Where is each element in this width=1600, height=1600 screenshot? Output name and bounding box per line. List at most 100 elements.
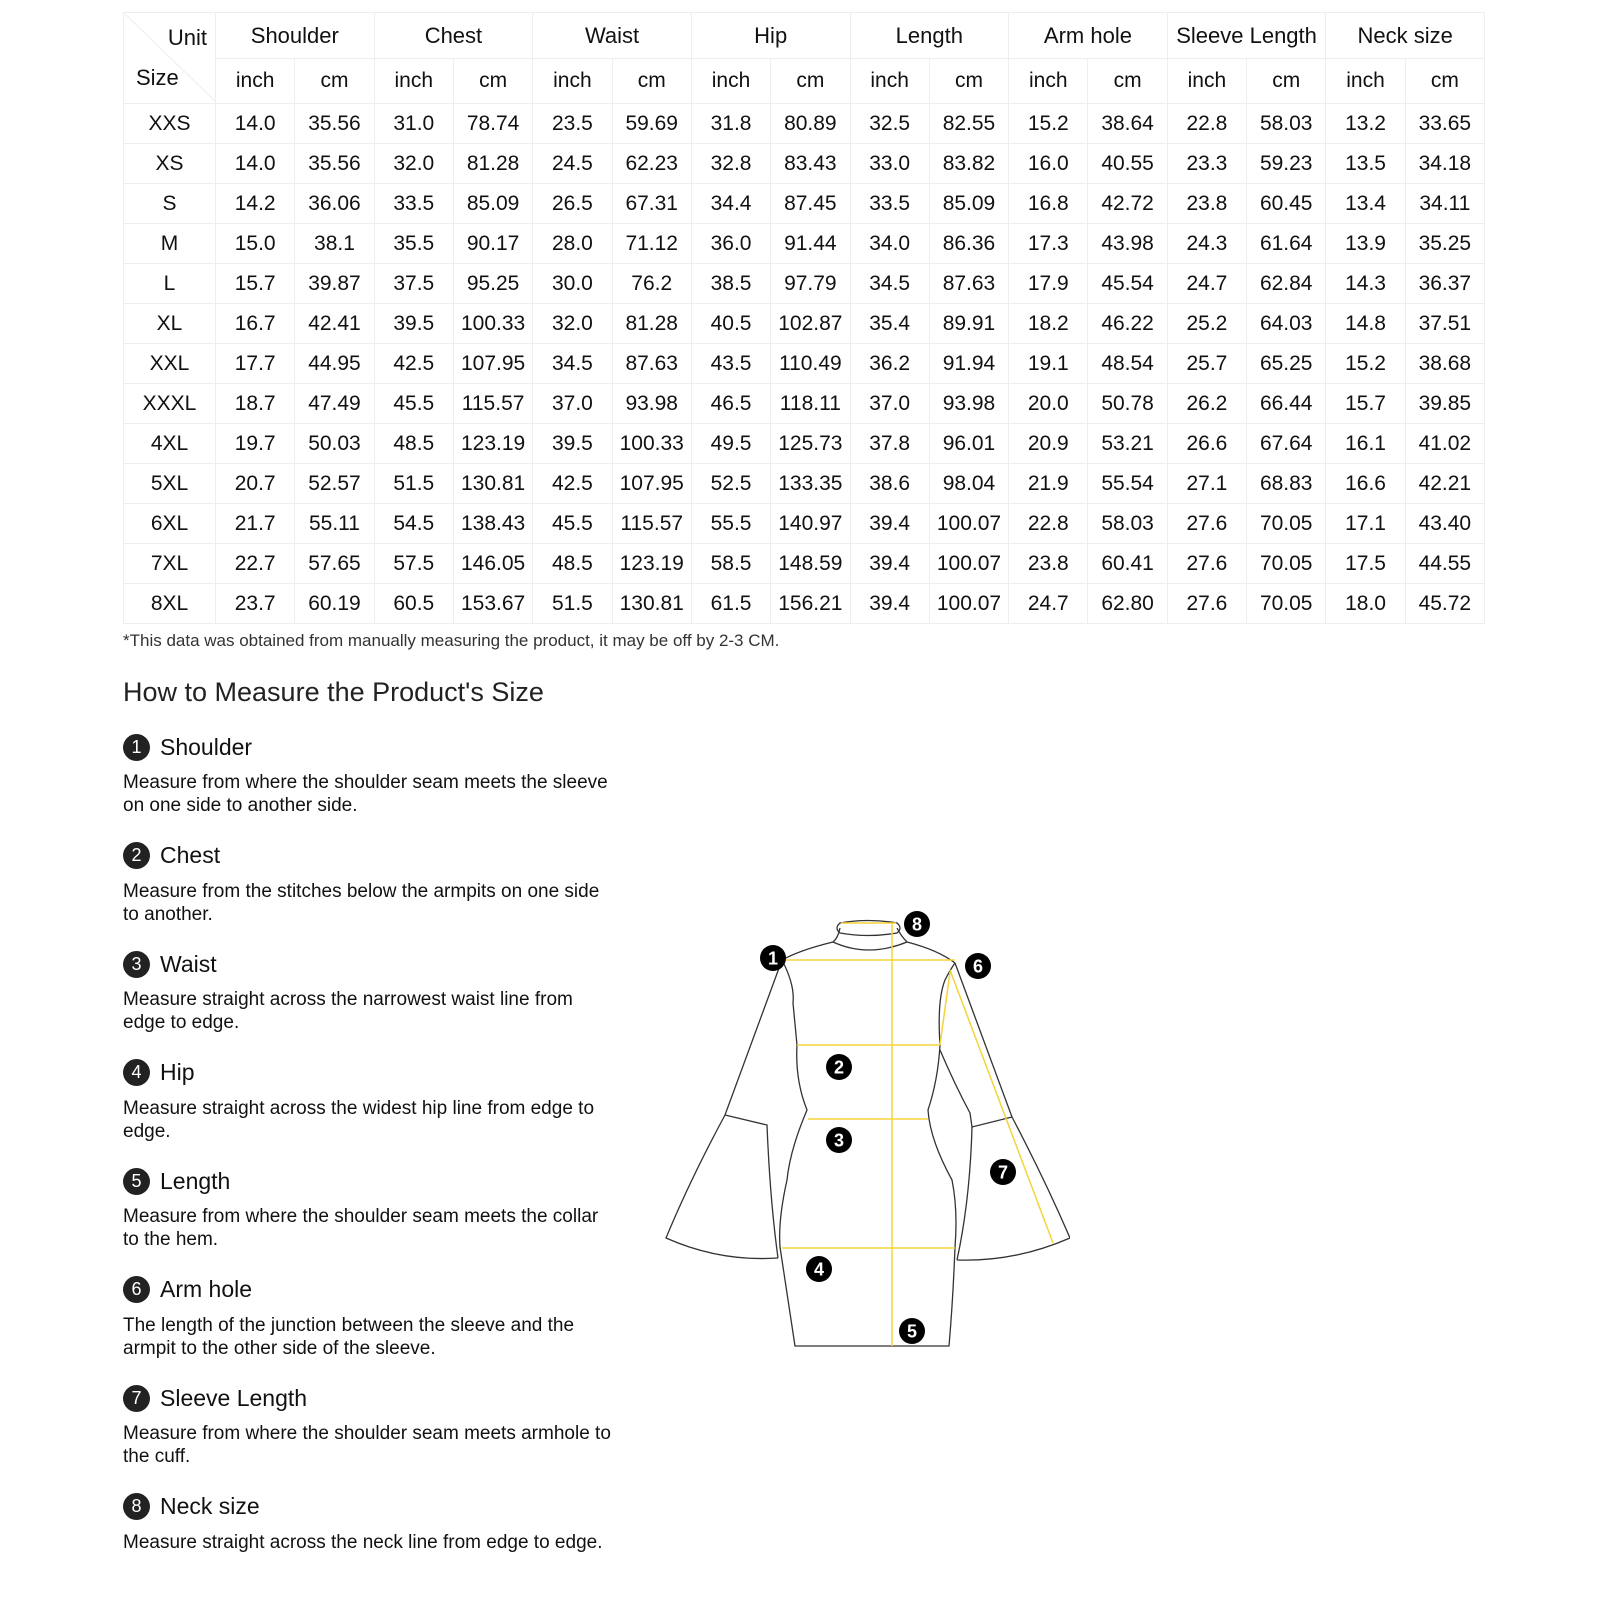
measurement-cell: 34.18 <box>1404 143 1486 184</box>
measurement-cell: 107.95 <box>611 463 692 504</box>
measurement-cell: 89.91 <box>928 303 1010 344</box>
measurement-cell: 23.8 <box>1166 183 1248 224</box>
size-chart-table: Unit Size Shoulder Chest Waist Hip Length Arm… <box>123 12 1486 624</box>
measurement-cell: 16.1 <box>1325 423 1406 464</box>
measure-item: 1 Shoulder Measure from where the shoulde… <box>123 732 623 817</box>
unit-header-inch: inch <box>1166 58 1248 104</box>
measurement-cell: 60.19 <box>294 583 375 624</box>
measurement-cell: 138.43 <box>452 503 534 544</box>
measurement-cell: 22.8 <box>1008 503 1089 544</box>
measurement-cell: 54.5 <box>373 503 454 544</box>
measurement-cell: 26.6 <box>1166 423 1248 464</box>
measurement-cell: 60.45 <box>1246 183 1327 224</box>
measurement-cell: 42.5 <box>532 463 613 504</box>
measurement-cell: 33.5 <box>849 183 930 224</box>
measurement-cell: 39.4 <box>849 543 930 584</box>
measurement-cell: 43.40 <box>1404 503 1486 544</box>
measurement-cell: 39.4 <box>849 503 930 544</box>
measurement-cell: 35.4 <box>849 303 930 344</box>
measure-item: 7 Sleeve Length Measure from where the sh… <box>123 1383 623 1468</box>
marker-label: 4 <box>814 1260 824 1280</box>
column-group-header: Neck size <box>1325 12 1485 59</box>
measurement-cell: 55.54 <box>1087 463 1168 504</box>
measure-item: 2 Chest Measure from the stitches below t… <box>123 841 623 926</box>
measurement-cell: 17.1 <box>1325 503 1406 544</box>
measurement-cell: 153.67 <box>452 583 534 624</box>
measure-item: 6 Arm hole The length of the junction bet… <box>123 1275 623 1360</box>
number-badge-icon: 7 <box>123 1384 150 1412</box>
measurement-cell: 87.45 <box>770 183 851 224</box>
table-row: 6XL 21.7 55.11 54.5 138.43 45.5 115.57 55.5 140.… <box>123 503 1486 544</box>
marker-label: 5 <box>907 1322 917 1342</box>
measurement-cell: 49.5 <box>690 423 772 464</box>
measurement-cell: 100.33 <box>611 423 692 464</box>
measurement-cell: 70.05 <box>1246 543 1327 584</box>
measurement-cell: 18.0 <box>1325 583 1406 624</box>
measurement-cell: 44.95 <box>294 343 375 384</box>
measurement-cell: 97.79 <box>770 263 851 304</box>
measure-item-description: The length of the junction between the s… <box>123 1314 575 1359</box>
table-row: XL 16.7 42.41 39.5 100.33 32.0 81.28 40.5 102.87… <box>123 303 1486 344</box>
measurement-cell: 19.1 <box>1008 343 1089 384</box>
measurement-cell: 14.0 <box>214 103 296 144</box>
measurement-cell: 38.6 <box>849 463 930 504</box>
measure-item-title: Arm hole <box>160 1276 253 1302</box>
measurement-cell: 16.6 <box>1325 463 1406 504</box>
measurement-cell: 15.0 <box>214 223 296 264</box>
measurement-cell: 52.57 <box>294 463 375 504</box>
size-cell: XXXL <box>123 383 216 424</box>
measurement-cell: 40.55 <box>1087 143 1168 184</box>
unit-header-inch: inch <box>373 58 454 104</box>
measure-item: 8 Neck size Measure straight across the n… <box>123 1492 623 1554</box>
unit-header-inch: inch <box>214 58 296 104</box>
measurement-cell: 59.69 <box>611 103 692 144</box>
measurement-lines <box>782 922 1054 1346</box>
measurement-cell: 57.65 <box>294 543 375 584</box>
size-cell: S <box>123 183 216 224</box>
measure-item-description: Measure from where the shoulder seam mee… <box>123 772 608 816</box>
measurement-cell: 81.28 <box>452 143 534 184</box>
measurement-cell: 67.31 <box>611 183 692 224</box>
measurement-cell: 76.2 <box>611 263 692 304</box>
measurement-cell: 37.0 <box>532 383 613 424</box>
measurement-cell: 146.05 <box>452 543 534 584</box>
measurement-cell: 123.19 <box>452 423 534 464</box>
size-cell: M <box>123 223 216 264</box>
measurement-cell: 16.8 <box>1008 183 1089 224</box>
measurement-cell: 27.1 <box>1166 463 1248 504</box>
marker-1-icon: 1 <box>760 945 786 971</box>
measurement-cell: 39.4 <box>849 583 930 624</box>
marker-label: 8 <box>912 915 922 935</box>
measurement-cell: 37.8 <box>849 423 930 464</box>
measurement-cell: 93.98 <box>928 383 1010 424</box>
marker-4-icon: 4 <box>806 1256 832 1282</box>
column-group-header: Shoulder <box>215 12 375 59</box>
marker-6-icon: 6 <box>965 953 991 979</box>
size-cell: 7XL <box>123 543 216 584</box>
unit-header-cm: cm <box>294 58 375 104</box>
measurement-note: *This data was obtained from manually me… <box>123 631 780 650</box>
measurement-cell: 15.7 <box>1325 383 1406 424</box>
column-group-header: Sleeve Length <box>1166 12 1327 59</box>
measurement-cell: 90.17 <box>452 223 534 264</box>
measurement-cell: 19.7 <box>214 423 296 464</box>
measurement-cell: 62.23 <box>611 143 692 184</box>
measurement-cell: 20.9 <box>1008 423 1089 464</box>
size-cell: XXL <box>123 343 216 384</box>
measurement-cell: 32.0 <box>532 303 613 344</box>
measurement-cell: 36.37 <box>1404 263 1486 304</box>
measurement-cell: 36.2 <box>849 343 930 384</box>
measurement-cell: 17.3 <box>1008 223 1089 264</box>
measurement-cell: 38.1 <box>294 223 375 264</box>
size-cell: 5XL <box>123 463 216 504</box>
unit-header-cm: cm <box>452 58 534 104</box>
measurement-cell: 100.07 <box>928 583 1010 624</box>
measurement-cell: 22.8 <box>1166 103 1248 144</box>
measurement-cell: 16.7 <box>214 303 296 344</box>
measurement-cell: 45.54 <box>1087 263 1168 304</box>
measurement-cell: 130.81 <box>452 463 534 504</box>
measurement-cell: 31.0 <box>373 103 454 144</box>
measurement-cell: 26.5 <box>532 183 613 224</box>
measure-item-description: Measure straight across the widest hip l… <box>123 1097 595 1142</box>
measurement-cell: 71.12 <box>611 223 692 264</box>
